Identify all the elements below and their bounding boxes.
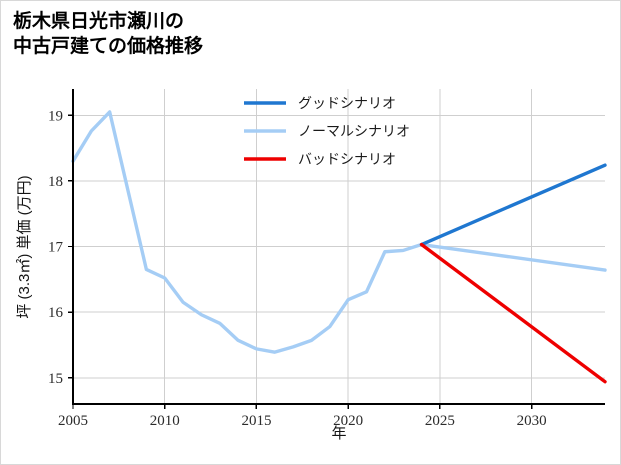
x-tick-label: 2005 [58, 413, 88, 429]
x-axis-title: 年 [331, 425, 346, 442]
x-tick-label: 2025 [425, 413, 455, 429]
y-tick-label: 16 [48, 305, 64, 321]
x-tick-label: 2015 [241, 413, 271, 429]
legend-label: グッドシナリオ [298, 95, 396, 111]
x-axis-tick-labels: 2005 2010 2015 2020 2025 2030 [58, 404, 547, 429]
x-tick-label: 2030 [517, 413, 547, 429]
y-tick-label: 17 [48, 240, 64, 256]
series-line-good [419, 163, 607, 247]
y-tick-label: 15 [48, 371, 63, 387]
series-line-bad [419, 242, 607, 384]
page-title: 栃木県日光市瀬川の 中古戸建ての価格推移 [13, 11, 204, 58]
series-line-normal [71, 110, 607, 354]
y-tick-label: 19 [48, 108, 63, 124]
y-axis-tick-labels: 15 16 17 18 19 [48, 108, 73, 387]
y-tick-label: 18 [48, 174, 63, 190]
series-layer [71, 110, 607, 384]
y-axis-title: 坪 (3.3㎡) 単価 (万円) [16, 175, 33, 318]
x-tick-label: 2010 [150, 413, 180, 429]
legend-label: ノーマルシナリオ [298, 123, 410, 139]
legend-label: バッドシナリオ [298, 151, 396, 167]
x-tick-label: 2020 [333, 413, 363, 429]
